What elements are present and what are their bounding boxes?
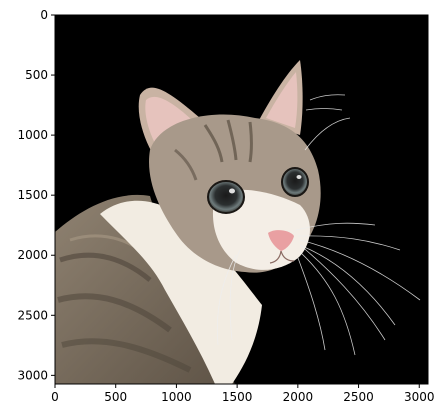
x-tick-label: 1000 <box>161 390 192 404</box>
cat-photo <box>55 15 428 384</box>
cat-body <box>55 194 235 384</box>
cat-eye-right <box>281 167 309 197</box>
x-tick-label: 3000 <box>404 390 435 404</box>
y-tick-label: 500 <box>25 68 48 82</box>
y-tick-label: 1000 <box>17 128 48 142</box>
x-axis: 0 500 1000 1500 2000 2500 3000 <box>51 384 435 404</box>
y-tick-label: 2000 <box>17 248 48 262</box>
y-tick-label: 2500 <box>17 308 48 322</box>
y-tick-label: 1500 <box>17 188 48 202</box>
y-axis: 0 500 1000 1500 2000 2500 3000 <box>17 8 55 382</box>
cat-eye-left <box>207 180 245 214</box>
cat-nose <box>268 230 294 251</box>
axes-frame <box>54 14 429 385</box>
x-tick-label: 500 <box>104 390 127 404</box>
x-tick-label: 2500 <box>343 390 374 404</box>
x-tick-label: 1500 <box>222 390 253 404</box>
cat-whiskers <box>216 94 421 356</box>
y-tick-label: 3000 <box>17 368 48 382</box>
x-tick-label: 2000 <box>283 390 314 404</box>
x-tick-label: 0 <box>51 390 59 404</box>
cat-chest <box>100 200 262 384</box>
y-tick-label: 0 <box>40 8 48 22</box>
